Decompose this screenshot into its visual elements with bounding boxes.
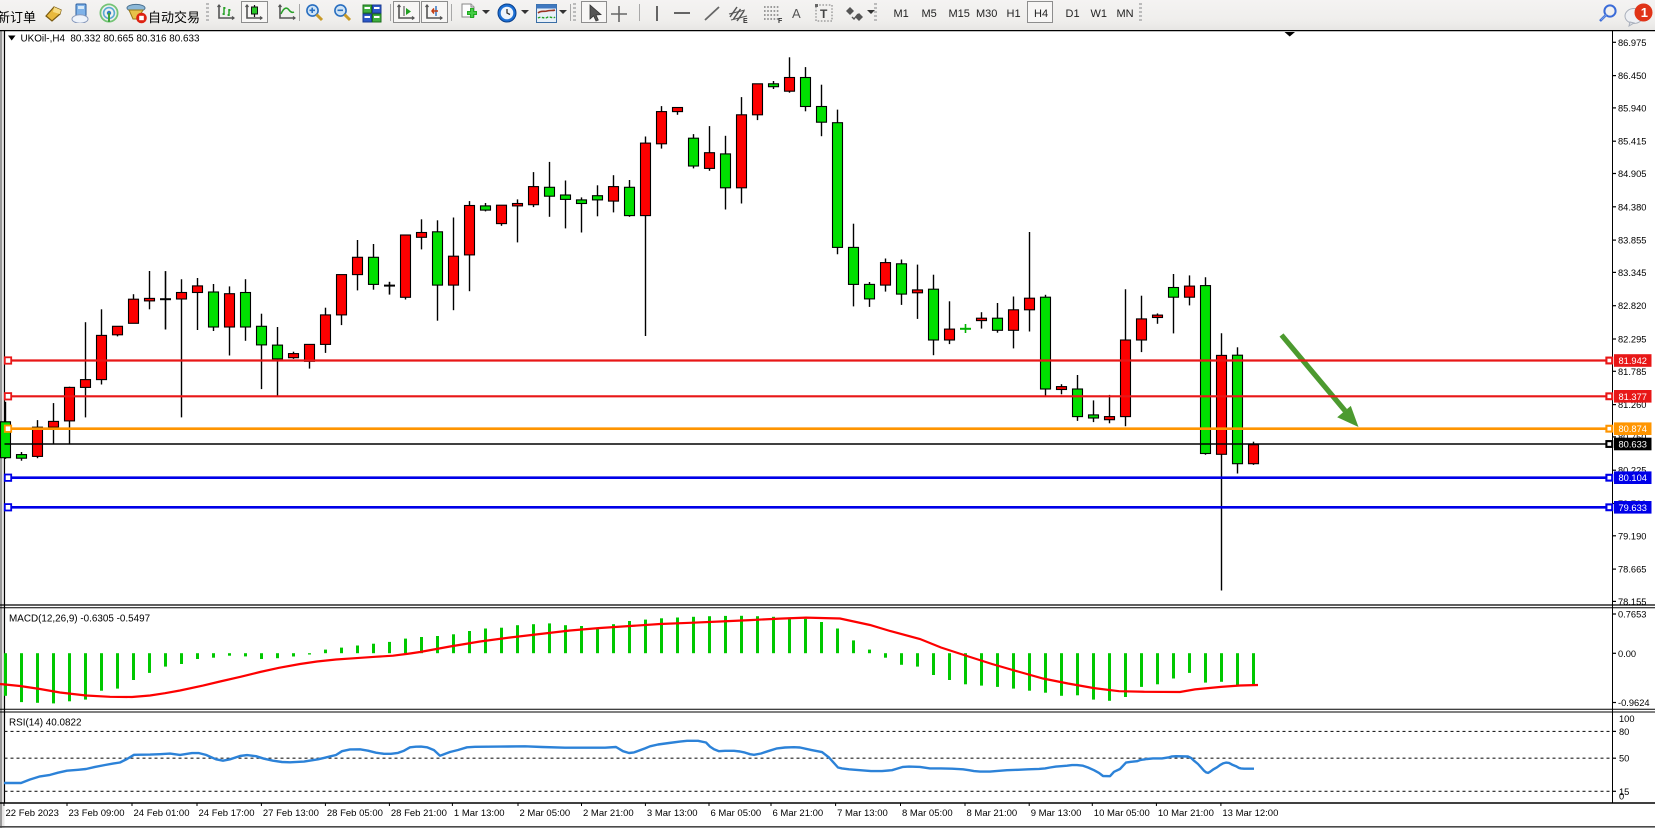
svg-text:78.155: 78.155 <box>1618 597 1646 607</box>
svg-text:0.00: 0.00 <box>1618 649 1636 659</box>
svg-text:UKOil-,H4 80.332 80.665 80.31: UKOil-,H4 80.332 80.665 80.316 80.633 <box>21 34 200 45</box>
svg-text:24 Feb 01:00: 24 Feb 01:00 <box>134 808 190 819</box>
svg-text:8 Mar 21:00: 8 Mar 21:00 <box>967 808 1018 819</box>
svg-text:80.633: 80.633 <box>1619 440 1647 450</box>
svg-text:81.942: 81.942 <box>1619 356 1647 366</box>
svg-text:9 Mar 13:00: 9 Mar 13:00 <box>1031 808 1082 819</box>
svg-text:7 Mar 13:00: 7 Mar 13:00 <box>837 808 888 819</box>
svg-text:80.104: 80.104 <box>1619 473 1647 483</box>
svg-text:86.450: 86.450 <box>1618 71 1646 81</box>
svg-text:2 Mar 21:00: 2 Mar 21:00 <box>583 808 634 819</box>
svg-text:50: 50 <box>1619 754 1629 764</box>
svg-text:82.295: 82.295 <box>1618 335 1646 345</box>
svg-text:F: F <box>778 18 783 24</box>
svg-text:-0.9624: -0.9624 <box>1618 698 1650 708</box>
svg-text:83.345: 83.345 <box>1618 268 1646 278</box>
svg-text:23 Feb 09:00: 23 Feb 09:00 <box>69 808 125 819</box>
svg-text:10 Mar 21:00: 10 Mar 21:00 <box>1158 808 1214 819</box>
svg-text:100: 100 <box>1619 714 1635 724</box>
svg-text:24 Feb 17:00: 24 Feb 17:00 <box>199 808 255 819</box>
svg-text:81.785: 81.785 <box>1618 367 1646 377</box>
svg-text:6 Mar 21:00: 6 Mar 21:00 <box>773 808 824 819</box>
svg-text:85.940: 85.940 <box>1618 103 1646 113</box>
svg-text:27 Feb 13:00: 27 Feb 13:00 <box>263 808 319 819</box>
svg-text:79.190: 79.190 <box>1618 531 1646 541</box>
svg-text:82.820: 82.820 <box>1618 301 1646 311</box>
svg-text:RSI(14) 40.0822: RSI(14) 40.0822 <box>9 718 81 729</box>
svg-text:84.380: 84.380 <box>1618 202 1646 212</box>
svg-text:80.750: 80.750 <box>1618 432 1646 442</box>
svg-text:85.415: 85.415 <box>1618 137 1646 147</box>
svg-text:81.377: 81.377 <box>1619 392 1647 402</box>
svg-text:MACD(12,26,9) -0.6305 -0.5497: MACD(12,26,9) -0.6305 -0.5497 <box>9 614 150 625</box>
svg-text:13 Mar 12:00: 13 Mar 12:00 <box>1222 808 1278 819</box>
svg-text:79.633: 79.633 <box>1619 503 1647 513</box>
svg-text:0: 0 <box>1619 791 1624 801</box>
svg-text:80: 80 <box>1619 727 1629 737</box>
svg-text:1 Mar 13:00: 1 Mar 13:00 <box>454 808 505 819</box>
svg-text:84.905: 84.905 <box>1618 169 1646 179</box>
svg-text:80.225: 80.225 <box>1618 466 1646 476</box>
svg-text:15: 15 <box>1619 787 1629 797</box>
svg-text:2 Mar 05:00: 2 Mar 05:00 <box>520 808 571 819</box>
svg-text:22 Feb 2023: 22 Feb 2023 <box>6 808 59 819</box>
svg-text:3 Mar 13:00: 3 Mar 13:00 <box>647 808 698 819</box>
svg-text:0.7653: 0.7653 <box>1618 610 1646 620</box>
svg-text:T: T <box>820 7 828 21</box>
svg-text:83.855: 83.855 <box>1618 236 1646 246</box>
svg-text:86.975: 86.975 <box>1618 38 1646 48</box>
svg-text:78.665: 78.665 <box>1618 565 1646 575</box>
svg-text:1: 1 <box>1641 5 1648 20</box>
svg-text:81.260: 81.260 <box>1618 400 1646 410</box>
svg-text:8 Mar 05:00: 8 Mar 05:00 <box>902 808 953 819</box>
svg-text:6 Mar 05:00: 6 Mar 05:00 <box>711 808 762 819</box>
svg-text:28 Feb 21:00: 28 Feb 21:00 <box>391 808 447 819</box>
svg-text:10 Mar 05:00: 10 Mar 05:00 <box>1094 808 1150 819</box>
svg-text:E: E <box>743 18 748 24</box>
svg-text:28 Feb 05:00: 28 Feb 05:00 <box>327 808 383 819</box>
svg-text:80.874: 80.874 <box>1619 424 1647 434</box>
